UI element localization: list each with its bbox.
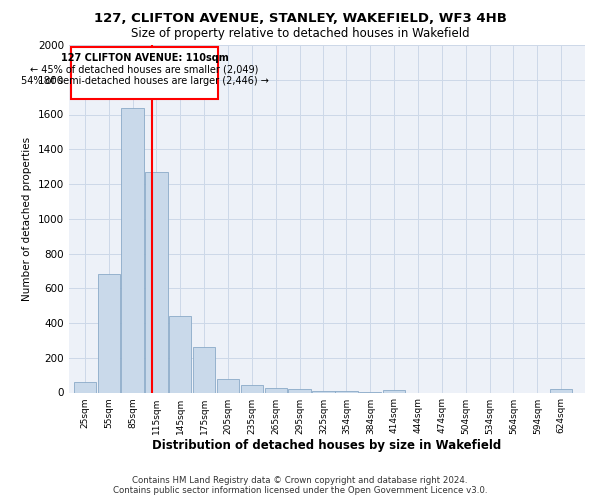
Bar	[145, 172, 167, 392]
Bar	[74, 382, 96, 392]
Bar	[265, 388, 287, 392]
Bar	[312, 391, 335, 392]
Text: 54% of semi-detached houses are larger (2,446) →: 54% of semi-detached houses are larger (…	[20, 76, 268, 86]
Text: Contains HM Land Registry data © Crown copyright and database right 2024.
Contai: Contains HM Land Registry data © Crown c…	[113, 476, 487, 495]
Bar	[98, 274, 120, 392]
Bar	[383, 390, 406, 392]
Bar	[335, 391, 358, 392]
Bar	[289, 389, 311, 392]
Y-axis label: Number of detached properties: Number of detached properties	[22, 136, 32, 301]
Bar	[217, 378, 239, 392]
X-axis label: Distribution of detached houses by size in Wakefield: Distribution of detached houses by size …	[152, 440, 502, 452]
Bar	[550, 389, 572, 392]
Text: ← 45% of detached houses are smaller (2,049): ← 45% of detached houses are smaller (2,…	[31, 64, 259, 74]
Bar	[121, 108, 144, 393]
Text: Size of property relative to detached houses in Wakefield: Size of property relative to detached ho…	[131, 28, 469, 40]
Text: 127, CLIFTON AVENUE, STANLEY, WAKEFIELD, WF3 4HB: 127, CLIFTON AVENUE, STANLEY, WAKEFIELD,…	[94, 12, 506, 26]
Text: 127 CLIFTON AVENUE: 110sqm: 127 CLIFTON AVENUE: 110sqm	[61, 54, 229, 64]
Bar	[241, 384, 263, 392]
Bar	[169, 316, 191, 392]
FancyBboxPatch shape	[71, 46, 218, 99]
Bar	[193, 348, 215, 393]
